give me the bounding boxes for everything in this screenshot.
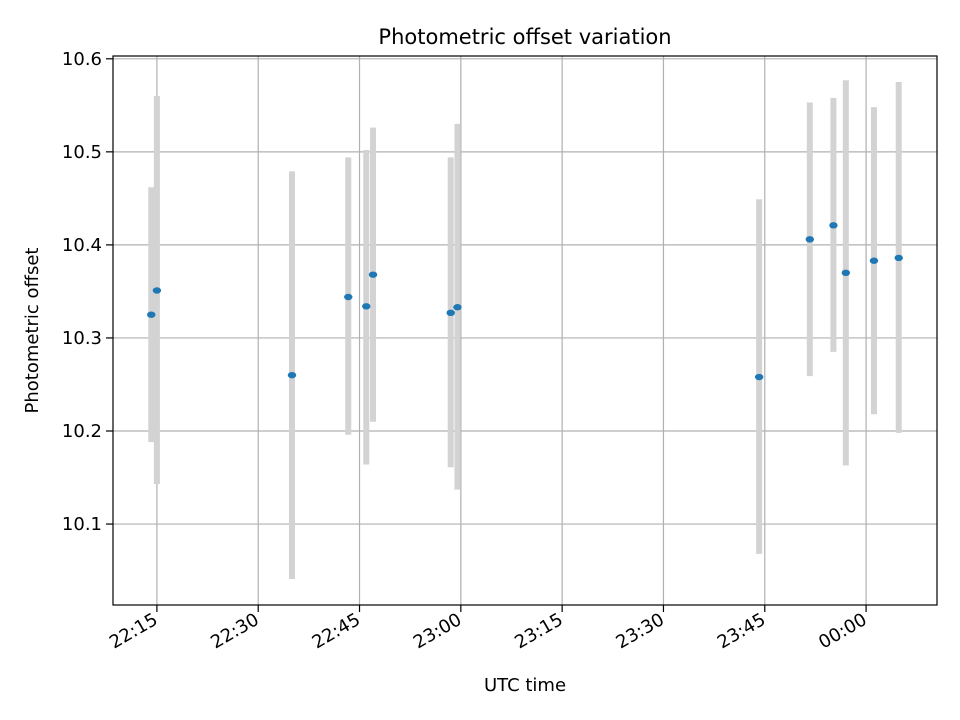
- data-point-marker: [446, 309, 455, 317]
- data-point-marker: [368, 271, 378, 278]
- x-tick-label: 23:30: [613, 609, 668, 653]
- data-point-marker: [147, 311, 156, 318]
- y-tick-label: 10.3: [62, 328, 102, 349]
- y-tick-label: 10.4: [62, 235, 102, 256]
- data-point-marker: [841, 269, 851, 277]
- y-axis-label: Photometric offset: [22, 248, 43, 414]
- data-point-marker: [287, 371, 297, 379]
- chart-title: Photometric offset variation: [378, 25, 671, 49]
- y-tick-label: 10.2: [62, 421, 102, 442]
- x-tick-label: 23:00: [410, 609, 465, 653]
- data-point-marker: [344, 293, 353, 301]
- x-tick-label: 22:45: [309, 609, 364, 653]
- x-axis-label: UTC time: [484, 675, 566, 696]
- x-tick-label: 23:15: [511, 609, 566, 653]
- y-tick-label: 10.5: [62, 142, 102, 163]
- data-point-marker: [805, 236, 814, 243]
- y-axis-ticks: 10.1 10.2 10.3 10.4 10.5 10.6: [62, 49, 113, 535]
- data-point-marker: [869, 257, 879, 264]
- plot-area-frame: [112, 55, 938, 606]
- data-point-marker: [894, 254, 903, 262]
- x-tick-label: 00:00: [815, 609, 870, 653]
- data-point-marker: [754, 373, 764, 381]
- x-tick-label: 22:30: [207, 609, 262, 653]
- data-point-marker: [453, 304, 462, 311]
- data-points: [147, 222, 903, 381]
- error-bars: [148, 80, 902, 579]
- y-tick-label: 10.1: [62, 514, 102, 535]
- grid-lines: [113, 56, 937, 605]
- x-tick-label: 23:45: [714, 609, 769, 653]
- y-tick-label: 10.6: [62, 49, 102, 70]
- data-point-marker: [362, 303, 371, 310]
- data-point-marker: [152, 287, 162, 294]
- x-axis-ticks: 22:15 22:30 22:45 23:00 23:15 23:30 23:45 00:00: [106, 605, 871, 653]
- x-tick-label: 22:15: [106, 609, 161, 653]
- data-point-marker: [829, 222, 838, 229]
